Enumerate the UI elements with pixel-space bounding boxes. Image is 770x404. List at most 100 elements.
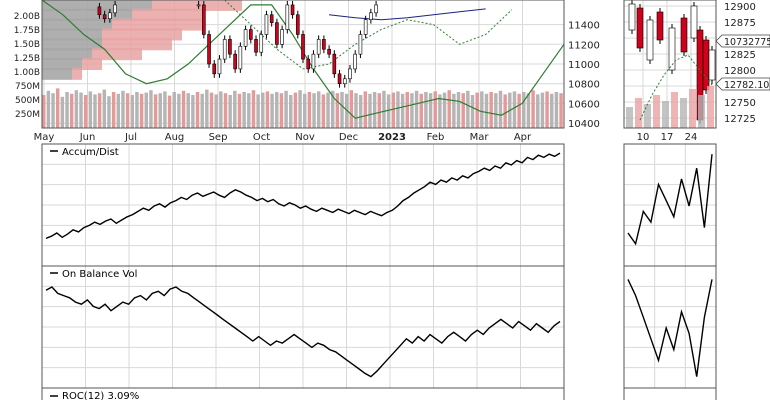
candle-body: [97, 6, 102, 16]
inset-price-tag: [715, 34, 770, 48]
volume-bar: [559, 93, 563, 128]
volume-bar: [102, 89, 107, 128]
inset-x-tick-label: 24: [685, 132, 698, 143]
volume-bar: [107, 96, 111, 128]
volume-bar: [83, 95, 88, 128]
volume-bar: [428, 93, 433, 128]
candle-body: [322, 39, 326, 50]
volume-bar: [377, 93, 382, 128]
volume-bar: [480, 91, 484, 128]
volume-bar: [200, 93, 204, 128]
volume-bar: [116, 93, 121, 128]
volume-bar: [177, 93, 181, 128]
volume-bar: [279, 93, 284, 128]
volume-bar: [335, 93, 340, 128]
candle-body: [233, 53, 237, 70]
inset-price-tags: 10732775 12782.10: [715, 34, 770, 91]
volume-bar: [153, 94, 158, 128]
candle-body: [269, 14, 274, 23]
vbp-up-bar: [42, 18, 112, 31]
month-tick-label: Dec: [339, 132, 358, 143]
volume-tick-label: 1.25B: [14, 54, 40, 64]
volume-bar: [536, 94, 540, 128]
volume-bar: [284, 90, 288, 128]
volume-bar: [447, 90, 451, 128]
accum-dist-title: Accum/Dist: [62, 147, 119, 158]
price-tick-label: 11000: [568, 60, 600, 71]
inset-candle-body: [636, 7, 644, 49]
inset-price-tag-label: 12782.10: [724, 80, 769, 91]
accum-dist-panel: Accum/Dist: [41, 143, 717, 267]
candle-body: [301, 34, 305, 60]
vbp-down-bar: [112, 18, 202, 31]
volume-bar: [65, 92, 69, 128]
price-candles: [97, 0, 378, 88]
month-axis: May Jun Jul Aug Sep Oct Nov Dec 2023 Feb Mar Apr: [34, 132, 532, 143]
volume-bar: [405, 92, 409, 128]
candle-body: [228, 39, 232, 55]
volume-bar: [97, 93, 102, 128]
volume-bar: [251, 90, 256, 128]
month-tick-label: Jul: [124, 132, 137, 143]
candle-body: [348, 68, 352, 80]
price-tick-label: 11400: [568, 21, 600, 32]
month-tick-label: Apr: [514, 132, 532, 143]
volume-bar: [522, 92, 526, 128]
volume-bar: [419, 93, 423, 128]
volume-bar: [265, 91, 270, 128]
volume-bar: [517, 93, 521, 128]
vbp-down-bar: [102, 28, 182, 41]
candle-body: [275, 22, 279, 45]
volume-axis: 250M 500M 750M 1.00B 1.25B 1.50B 1.75B 2.00B: [14, 12, 40, 120]
volume-bar: [545, 91, 549, 128]
month-tick-label: Mar: [470, 132, 490, 143]
volume-bar: [55, 88, 60, 128]
volume-bar: [452, 93, 456, 128]
volume-bar: [382, 90, 386, 128]
candle-body: [358, 34, 363, 55]
volume-bar: [368, 93, 372, 128]
vbp-up-bar: [42, 8, 132, 21]
month-tick-label: Jun: [79, 132, 96, 143]
volume-bar: [396, 91, 400, 128]
volume-bar: [261, 92, 265, 128]
volume-bar: [312, 93, 316, 128]
volume-bar: [326, 92, 330, 128]
volume-tick-label: 1.50B: [14, 40, 40, 50]
candle-body: [249, 29, 253, 40]
vbp-down-bar: [102, 38, 172, 51]
obv-panel: On Balance Vol: [41, 265, 717, 389]
inset-price-tag: [715, 77, 770, 91]
month-tick-label: Sep: [209, 132, 228, 143]
inset-volume-bar: [707, 86, 714, 128]
inset-candle-body: [708, 49, 716, 81]
candle-body: [196, 4, 201, 7]
volume-bar: [391, 92, 396, 128]
inset-candle-body: [680, 17, 688, 53]
inset-x-tick-label: 17: [661, 132, 674, 143]
volume-bar: [219, 91, 223, 128]
obv-grid: [42, 266, 564, 388]
volume-bar: [550, 93, 554, 128]
price-axis: 10400 10600 10800 11000 11200 11400: [568, 21, 600, 130]
volume-bar: [456, 92, 461, 128]
candle-body: [264, 14, 269, 35]
volume-bar: [275, 92, 279, 128]
candle-body: [306, 58, 311, 70]
month-tick-label: Oct: [253, 132, 270, 143]
roc-frame: [41, 387, 565, 404]
candle-body: [254, 39, 258, 53]
price-tick-label: 10600: [568, 99, 600, 110]
volume-tick-label: 1.75B: [14, 26, 40, 36]
candle-body: [311, 53, 316, 70]
volume-bar: [121, 90, 125, 128]
volume-bar: [372, 92, 377, 128]
volume-bar: [298, 90, 302, 128]
volume-bar: [144, 92, 148, 128]
volume-bar: [461, 93, 465, 128]
inset-candle-body: [668, 27, 676, 71]
inset-volume-bar: [662, 101, 669, 128]
volume-bar: [289, 95, 293, 128]
volume-bar: [293, 92, 298, 128]
inset-volume-bar: [698, 95, 705, 128]
